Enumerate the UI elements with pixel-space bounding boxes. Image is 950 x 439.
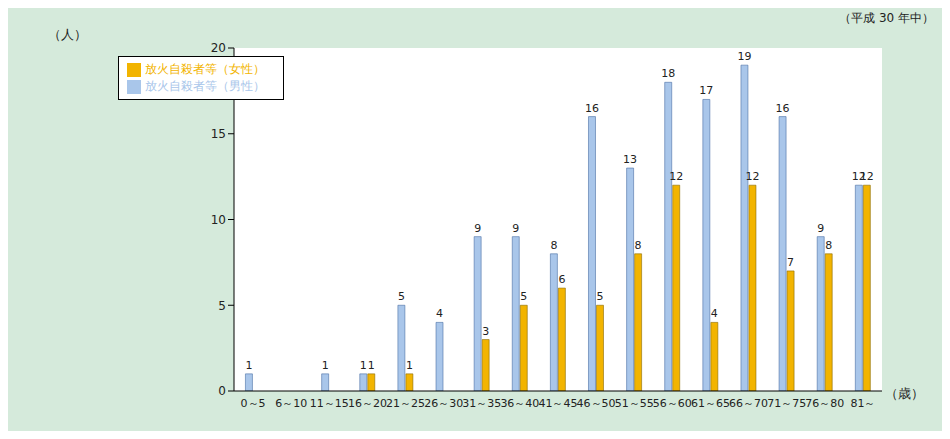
svg-text:15: 15	[211, 127, 226, 141]
html-text:（平成 30 年中）: （平成 30 年中）	[839, 11, 934, 25]
svg-text:26～30: 26～30	[424, 397, 463, 410]
svg-text:9: 9	[512, 222, 519, 235]
svg-text:5: 5	[520, 290, 527, 303]
svg-text:11～15: 11～15	[310, 397, 349, 410]
svg-text:8: 8	[635, 239, 642, 252]
svg-text:56～60: 56～60	[653, 397, 692, 410]
svg-text:41～45: 41～45	[539, 397, 578, 410]
svg-text:13: 13	[623, 153, 637, 166]
svg-text:36～40: 36～40	[500, 397, 539, 410]
svg-text:46～50: 46～50	[577, 397, 616, 410]
svg-text:5: 5	[596, 290, 603, 303]
svg-text:71～75: 71～75	[767, 397, 806, 410]
svg-text:1: 1	[406, 359, 413, 372]
svg-text:16: 16	[585, 102, 599, 115]
svg-text:16: 16	[776, 102, 790, 115]
svg-text:81～: 81～	[850, 397, 875, 410]
svg-text:19: 19	[737, 50, 751, 63]
svg-text:8: 8	[550, 239, 557, 252]
svg-text:31～35: 31～35	[462, 397, 501, 410]
html-text:放火自殺者等（女性）: 放火自殺者等（女性）	[145, 62, 265, 76]
svg-text:12: 12	[851, 170, 866, 184]
svg-text:1: 1	[245, 359, 252, 372]
svg-text:1: 1	[368, 359, 375, 372]
svg-text:7: 7	[787, 256, 794, 269]
svg-text:9: 9	[474, 222, 481, 235]
svg-text:21～25: 21～25	[386, 397, 425, 410]
svg-text:0～5: 0～5	[241, 397, 266, 410]
svg-text:12: 12	[745, 170, 759, 183]
svg-text:6: 6	[558, 273, 565, 286]
html-text:（人）: （人）	[48, 27, 87, 42]
svg-text:5: 5	[398, 290, 405, 303]
svg-text:18: 18	[661, 67, 675, 80]
svg-text:17: 17	[699, 84, 713, 97]
svg-text:1: 1	[322, 359, 329, 372]
svg-text:1: 1	[360, 359, 367, 372]
svg-text:6～10: 6～10	[275, 397, 307, 410]
html-text:（歳）: （歳）	[885, 386, 924, 401]
svg-text:0: 0	[218, 384, 226, 398]
svg-text:5: 5	[218, 299, 226, 313]
svg-text:3: 3	[482, 325, 489, 338]
svg-text:66～70: 66～70	[729, 397, 768, 410]
html-text:放火自殺者等（男性）: 放火自殺者等（男性）	[145, 79, 265, 93]
svg-text:9: 9	[817, 222, 824, 235]
svg-text:61～65: 61～65	[691, 397, 730, 410]
svg-text:4: 4	[711, 307, 718, 320]
svg-text:10: 10	[211, 213, 226, 227]
svg-text:4: 4	[436, 307, 443, 320]
svg-text:16～20: 16～20	[348, 397, 387, 410]
svg-text:51～55: 51～55	[615, 397, 654, 410]
svg-text:20: 20	[211, 41, 226, 55]
svg-text:12: 12	[669, 170, 683, 183]
svg-text:12: 12	[860, 170, 874, 183]
svg-text:76～80: 76～80	[805, 397, 844, 410]
svg-text:8: 8	[825, 239, 832, 252]
